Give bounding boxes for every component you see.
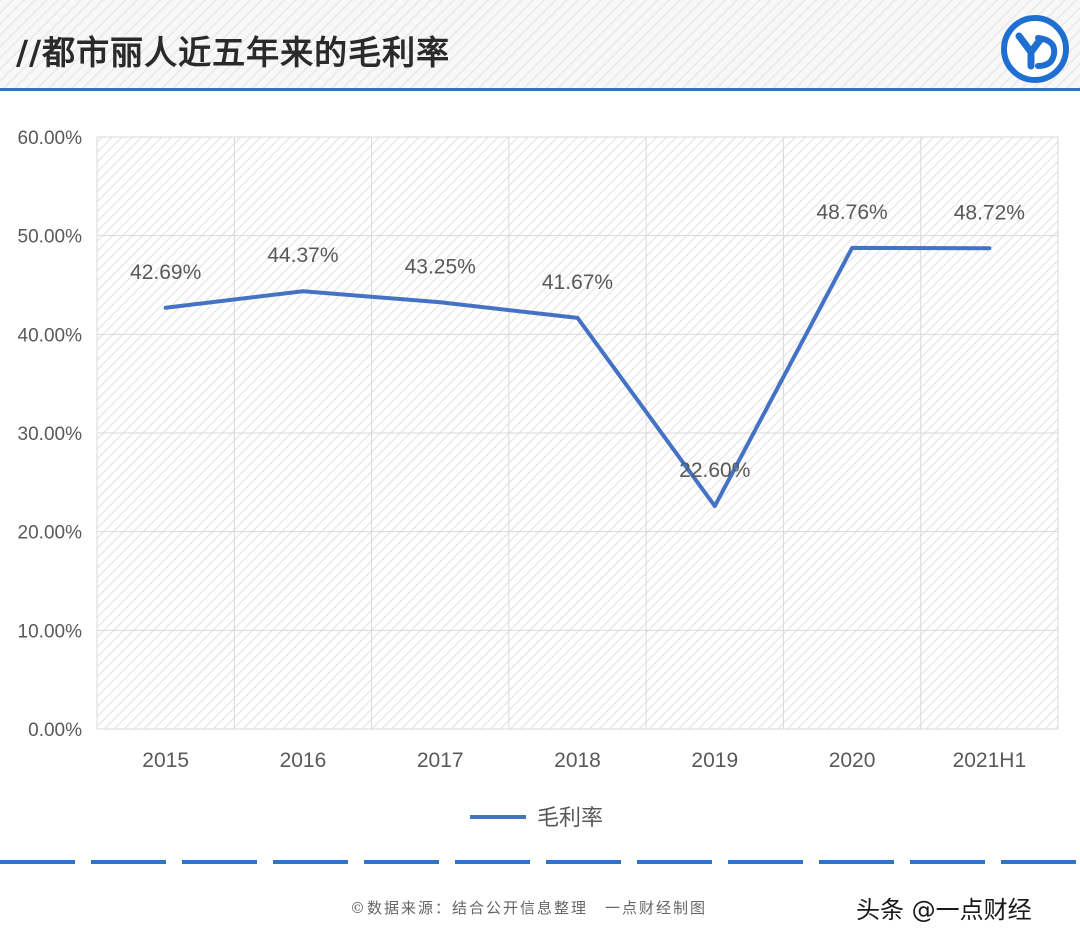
x-tick-label: 2021H1 xyxy=(953,749,1027,772)
y-tick-label: 30.00% xyxy=(18,424,83,445)
header-bar xyxy=(0,0,1080,88)
watermark: 头条 @一点财经 xyxy=(856,896,1032,924)
x-tick-label: 2020 xyxy=(829,749,876,772)
data-label: 22.60% xyxy=(679,459,750,482)
legend-label: 毛利率 xyxy=(537,806,603,831)
brand-logo-icon xyxy=(1001,15,1069,83)
page-title: //都市丽人近五年来的毛利率 xyxy=(16,33,451,72)
x-tick-label: 2015 xyxy=(142,749,189,772)
x-tick-label: 2018 xyxy=(554,749,601,772)
source-note: ©数据来源：结合公开信息整理 一点财经制图 xyxy=(350,899,708,917)
y-tick-label: 10.00% xyxy=(18,621,83,642)
y-tick-label: 50.00% xyxy=(18,227,83,248)
line-chart: 0.00% 10.00% 20.00% 30.00% 40.00% 50.00% 60.00… xyxy=(18,128,1059,831)
y-tick-label: 0.00% xyxy=(28,720,82,741)
data-label: 44.37% xyxy=(267,244,338,267)
header-rule xyxy=(0,88,1080,91)
y-tick-label: 60.00% xyxy=(18,128,83,149)
x-tick-label: 2017 xyxy=(417,749,464,772)
data-label: 48.76% xyxy=(816,201,887,224)
y-tick-label: 40.00% xyxy=(18,325,83,346)
data-label: 43.25% xyxy=(405,255,476,278)
data-label: 41.67% xyxy=(542,271,613,294)
y-tick-label: 20.00% xyxy=(18,523,83,544)
data-label: 48.72% xyxy=(954,201,1025,224)
dashed-divider xyxy=(0,860,1080,864)
x-tick-label: 2016 xyxy=(280,749,327,772)
x-tick-label: 2019 xyxy=(691,749,738,772)
data-label: 42.69% xyxy=(130,261,201,284)
